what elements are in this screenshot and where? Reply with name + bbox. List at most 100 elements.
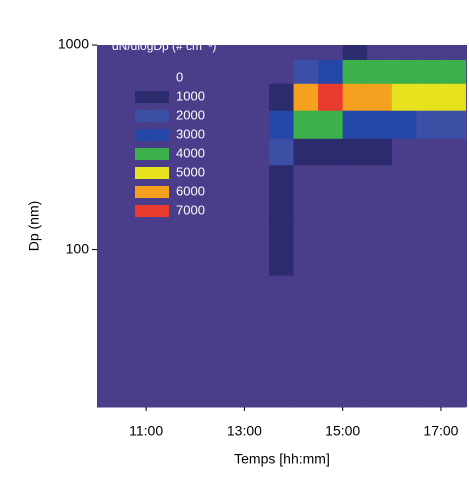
legend-swatch (135, 91, 169, 103)
cell (440, 275, 467, 304)
cell (367, 138, 393, 166)
cell (146, 249, 172, 276)
cell (416, 59, 442, 84)
cell (440, 219, 467, 251)
cell (268, 356, 295, 381)
cell (391, 164, 417, 194)
cell (244, 302, 270, 332)
cell (146, 45, 172, 60)
cell (416, 302, 442, 332)
x-tick-label: 11:00 (129, 423, 163, 439)
cell (416, 192, 442, 221)
cell (318, 356, 344, 381)
cell (97, 83, 123, 111)
cell (342, 219, 368, 251)
cell (391, 380, 417, 408)
cell (170, 249, 196, 276)
legend-label: 1000 (176, 88, 205, 103)
cell (318, 302, 344, 332)
cell (293, 275, 319, 304)
cell (416, 138, 442, 166)
cell (416, 275, 442, 304)
cell (195, 219, 221, 251)
cell (170, 138, 196, 166)
cell (268, 219, 295, 251)
cell (244, 219, 270, 251)
cell (146, 302, 172, 332)
cell (440, 164, 467, 194)
x-tick-label: 15:00 (325, 423, 360, 439)
cell (268, 45, 295, 60)
cell (416, 249, 442, 276)
cell (391, 138, 417, 166)
cell (342, 380, 368, 408)
cell (293, 302, 319, 332)
cell (195, 138, 221, 166)
cell (195, 302, 221, 332)
cell (318, 330, 344, 358)
cell (219, 59, 245, 84)
cell (121, 249, 147, 276)
cell (219, 356, 245, 381)
cell (97, 138, 123, 166)
cell (170, 330, 196, 358)
cell (318, 164, 344, 194)
cell (391, 330, 417, 358)
cell (293, 59, 319, 84)
legend-swatch (135, 167, 169, 179)
cell (440, 330, 467, 358)
cell (440, 110, 467, 139)
cell (440, 380, 467, 408)
cell (195, 45, 221, 60)
x-axis-title: Temps [hh:mm] (234, 451, 330, 467)
cell (342, 275, 368, 304)
cell (146, 219, 172, 251)
legend-label: 6000 (176, 183, 205, 198)
cell (293, 249, 319, 276)
cell (244, 380, 270, 408)
cell (391, 110, 417, 139)
cell (367, 110, 393, 139)
cell (244, 249, 270, 276)
cell (97, 110, 123, 139)
cell (170, 45, 196, 60)
cell (391, 302, 417, 332)
cell (268, 249, 295, 276)
cell (342, 164, 368, 194)
cell (416, 164, 442, 194)
cell (440, 302, 467, 332)
legend-swatch (135, 129, 169, 141)
cell (440, 138, 467, 166)
cell (268, 59, 295, 84)
cell (416, 330, 442, 358)
cell (219, 110, 245, 139)
cell (97, 164, 123, 194)
cell (391, 356, 417, 381)
cell (367, 275, 393, 304)
cell (391, 275, 417, 304)
legend-label: 7000 (176, 202, 205, 217)
cell (367, 249, 393, 276)
cell (342, 330, 368, 358)
cell (318, 59, 344, 84)
cell (121, 330, 147, 358)
cell (170, 275, 196, 304)
cell (97, 59, 123, 84)
cell (195, 356, 221, 381)
cell (121, 219, 147, 251)
x-tick-label: 17:00 (423, 423, 458, 439)
cell (342, 110, 368, 139)
legend-swatch (135, 72, 169, 84)
cell (342, 59, 368, 84)
legend-swatch (135, 205, 169, 217)
cell (318, 192, 344, 221)
cell (244, 192, 270, 221)
cell (367, 83, 393, 111)
cell (367, 192, 393, 221)
cell (293, 110, 319, 139)
cell (268, 110, 295, 139)
cell (146, 330, 172, 358)
cell (318, 219, 344, 251)
cell (219, 83, 245, 111)
cell (416, 219, 442, 251)
